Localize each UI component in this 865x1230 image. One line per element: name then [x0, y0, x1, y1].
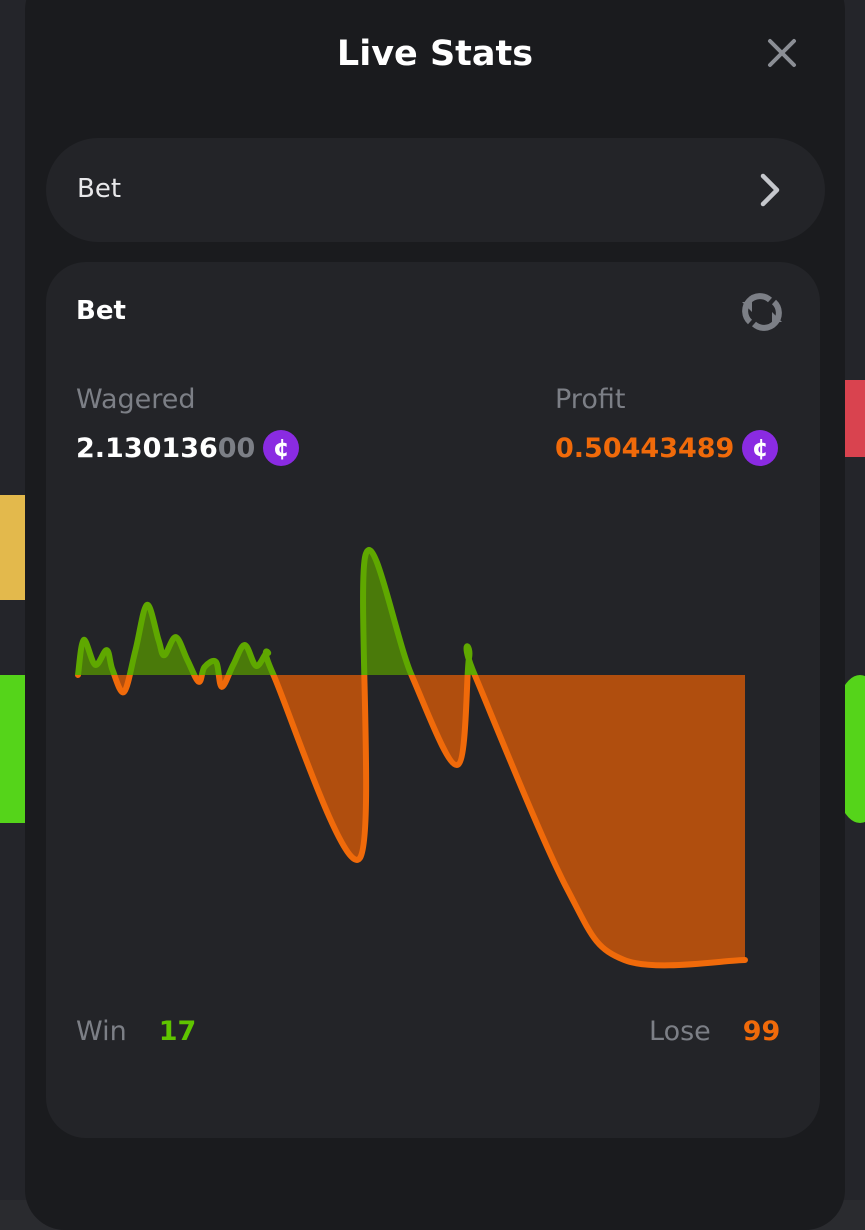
- win-count: Win 17: [76, 1016, 196, 1047]
- modal-title: Live Stats: [336, 34, 534, 74]
- coin-icon: ¢: [742, 430, 779, 466]
- refresh-icon[interactable]: [740, 292, 784, 332]
- stat-type-dropdown[interactable]: Bet: [46, 138, 825, 242]
- lose-label: Lose: [649, 1016, 711, 1047]
- win-label: Win: [76, 1016, 127, 1047]
- profit-chart: [75, 547, 748, 969]
- profit-area-positive: [78, 550, 745, 675]
- close-icon[interactable]: [765, 36, 799, 70]
- profit-value-text: 0.50443489: [555, 432, 735, 464]
- wagered-label: Wagered: [76, 384, 196, 415]
- profit-line-positive: [75, 547, 479, 675]
- live-stats-modal: Live Stats Bet Bet Wagered 2.13013600 ¢ …: [25, 0, 845, 1230]
- card-title: Bet: [76, 296, 126, 326]
- chevron-right-icon: [760, 173, 780, 207]
- dropdown-label: Bet: [77, 174, 122, 204]
- lose-value: 99: [742, 1016, 781, 1047]
- profit-label: Profit: [555, 384, 626, 415]
- wagered-value: 2.13013600 ¢: [76, 430, 300, 466]
- stats-card: Bet Wagered 2.13013600 ¢ Profit 0.504434…: [46, 262, 820, 1138]
- wagered-value-main: 2.130136: [76, 432, 218, 464]
- coin-icon: ¢: [263, 430, 300, 466]
- wagered-value-trailing: 00: [217, 432, 256, 464]
- profit-area-negative: [78, 675, 745, 966]
- win-value: 17: [158, 1016, 197, 1047]
- profit-value: 0.50443489 ¢: [555, 430, 779, 466]
- lose-count: Lose 99: [649, 1016, 780, 1047]
